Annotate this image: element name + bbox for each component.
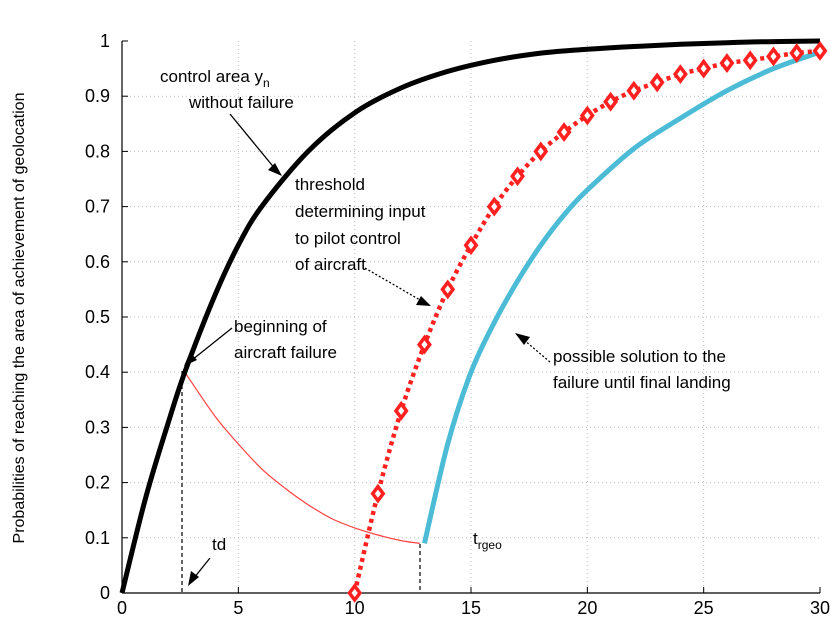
annotation-arrows — [181, 113, 551, 593]
x-tick-label: 15 — [461, 598, 481, 618]
annotation-control-line1: control area yn — [160, 67, 270, 90]
annotation-trgeo: trgeo — [473, 529, 502, 552]
series-failure — [184, 371, 420, 544]
annotation-control-subscript: n — [263, 76, 270, 90]
y-tick-label: 0 — [100, 583, 110, 603]
threshold-point — [812, 41, 828, 61]
annotation-control-line2: without failure — [188, 93, 294, 112]
threshold-point — [533, 141, 549, 162]
grid — [122, 41, 820, 593]
y-tick-label: 0.7 — [85, 197, 110, 217]
threshold-point — [696, 58, 712, 79]
arrowhead-control — [268, 163, 282, 176]
x-tick-label: 5 — [233, 598, 243, 618]
x-tick-label: 25 — [694, 598, 714, 618]
threshold-point — [789, 43, 805, 64]
threshold-point — [510, 166, 525, 187]
threshold-point — [579, 105, 595, 126]
threshold-point — [649, 72, 665, 93]
threshold-point — [347, 583, 363, 603]
annotation-threshold-line2: determining input — [295, 202, 426, 221]
x-tick-label: 30 — [810, 598, 830, 618]
y-tick-label: 0.8 — [85, 141, 110, 161]
threshold-point — [486, 196, 502, 217]
x-tick-label: 10 — [345, 598, 365, 618]
threshold-point — [766, 46, 781, 67]
threshold-point — [719, 53, 735, 73]
annotation-possible-solution: possible solution to the failure until f… — [553, 347, 731, 392]
annotation-control-area: control area yn without failure — [160, 67, 294, 112]
series-threshold — [352, 48, 821, 594]
threshold-point — [417, 334, 432, 355]
arrowhead-td — [188, 571, 199, 586]
annotation-beginning-line2: aircraft failure — [234, 343, 337, 362]
annotation-possible-line2: failure until final landing — [553, 373, 731, 392]
annotation-beginning: beginning of aircraft failure — [234, 317, 337, 362]
arrow-beginning — [191, 327, 233, 361]
arrow-threshold — [364, 267, 421, 301]
annotation-threshold: threshold determining input to pilot con… — [295, 175, 426, 274]
annotation-td: td — [212, 535, 226, 554]
annotation-trgeo-subscript: rgeo — [478, 538, 502, 552]
y-tick-label: 0.4 — [85, 362, 110, 382]
y-tick-label: 1 — [100, 31, 110, 51]
y-tick-label: 0.6 — [85, 252, 110, 272]
threshold-point — [393, 400, 409, 421]
threshold-point — [603, 91, 619, 112]
tick-labels: 0 5 10 15 20 25 30 0 0.1 0.2 0.3 0.4 0.5 0.6 0.7 0.8 0.9… — [85, 31, 830, 618]
y-tick-label: 0.9 — [85, 86, 110, 106]
y-tick-label: 0.3 — [85, 417, 110, 437]
arrow-possible — [523, 339, 551, 363]
y-tick-label: 0.1 — [85, 528, 110, 548]
series-layer — [119, 38, 828, 603]
threshold-point — [672, 64, 688, 85]
arrowhead-beginning — [184, 352, 197, 366]
y-axis-label: Probabilities of reaching the area of ac… — [11, 93, 28, 544]
x-tick-label: 0 — [117, 598, 127, 618]
arrow-td — [193, 557, 211, 579]
threshold-point — [626, 80, 642, 101]
annotation-possible-line1: possible solution to the — [553, 347, 726, 366]
annotation-threshold-line1: threshold — [295, 175, 365, 194]
threshold-point — [440, 279, 456, 300]
arrowhead-possible — [515, 333, 530, 345]
annotation-threshold-line4: of aircraft — [295, 255, 366, 274]
arrow-control — [229, 113, 277, 171]
threshold-point — [556, 122, 572, 142]
arrowhead-threshold — [416, 296, 431, 306]
y-tick-label: 0.5 — [85, 307, 110, 327]
y-tick-label: 0.2 — [85, 473, 110, 493]
threshold-point — [370, 483, 386, 504]
threshold-point — [463, 235, 479, 256]
annotation-threshold-line3: to pilot control — [295, 229, 401, 248]
threshold-point — [742, 50, 758, 71]
series-possible-solution — [422, 49, 821, 544]
x-tick-label: 20 — [577, 598, 597, 618]
annotation-beginning-line1: beginning of — [234, 317, 327, 336]
